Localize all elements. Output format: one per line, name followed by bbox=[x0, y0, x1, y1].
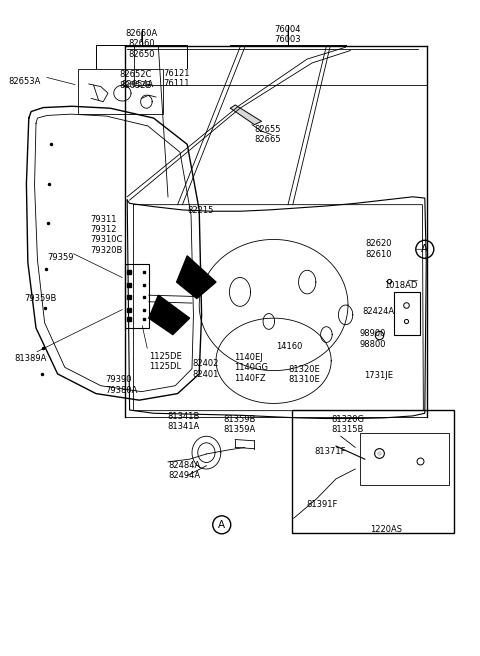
Text: 82620
82610: 82620 82610 bbox=[366, 239, 392, 259]
Text: 1220AS: 1220AS bbox=[370, 525, 402, 534]
Text: 76121
76111: 76121 76111 bbox=[163, 69, 190, 89]
Text: 82653A: 82653A bbox=[8, 77, 40, 87]
Text: 98900
98800: 98900 98800 bbox=[359, 329, 385, 349]
Text: 82402
82401: 82402 82401 bbox=[192, 359, 218, 379]
Text: 81371F: 81371F bbox=[314, 447, 346, 457]
Polygon shape bbox=[177, 256, 216, 298]
Text: 82650A
82660
82650: 82650A 82660 82650 bbox=[125, 29, 158, 58]
Text: 81389A: 81389A bbox=[14, 354, 47, 363]
Text: 79311
79312
79310C
79320B: 79311 79312 79310C 79320B bbox=[90, 215, 122, 255]
Text: 1125DE
1125DL: 1125DE 1125DL bbox=[149, 352, 181, 371]
Text: A: A bbox=[218, 520, 225, 530]
Text: 79359B: 79359B bbox=[24, 294, 56, 303]
Polygon shape bbox=[230, 105, 262, 125]
Text: 79390
79380A: 79390 79380A bbox=[106, 375, 138, 395]
Text: 81320E
81310E: 81320E 81310E bbox=[288, 365, 320, 384]
Text: 1140EJ
1140GG
1140FZ: 1140EJ 1140GG 1140FZ bbox=[234, 353, 268, 382]
Text: 1018AD: 1018AD bbox=[384, 281, 418, 290]
Text: 81391F: 81391F bbox=[306, 500, 337, 509]
Text: 1731JE: 1731JE bbox=[364, 371, 393, 380]
Text: 82652C
82652B: 82652C 82652B bbox=[119, 70, 151, 90]
Polygon shape bbox=[149, 295, 190, 335]
Text: 79359: 79359 bbox=[47, 253, 73, 262]
Text: 82484A
82494A: 82484A 82494A bbox=[168, 461, 200, 480]
Text: 81359B
81359A: 81359B 81359A bbox=[224, 415, 256, 434]
Text: 82215: 82215 bbox=[187, 206, 214, 215]
Text: A: A bbox=[421, 244, 428, 255]
Text: 14160: 14160 bbox=[276, 342, 302, 352]
Text: 82424A: 82424A bbox=[362, 307, 395, 316]
Text: 82655
82665: 82655 82665 bbox=[254, 125, 281, 144]
Text: 76004
76003: 76004 76003 bbox=[275, 25, 301, 45]
Text: 81341B
81341A: 81341B 81341A bbox=[167, 412, 199, 432]
Text: 82654A: 82654A bbox=[121, 80, 153, 89]
Text: 81320G
81315B: 81320G 81315B bbox=[331, 415, 364, 434]
